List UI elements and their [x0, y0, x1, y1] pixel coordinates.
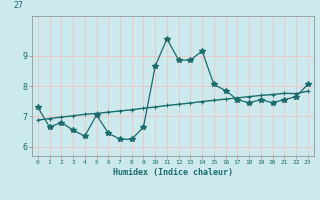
X-axis label: Humidex (Indice chaleur): Humidex (Indice chaleur) [113, 168, 233, 177]
Text: 27: 27 [14, 1, 24, 10]
